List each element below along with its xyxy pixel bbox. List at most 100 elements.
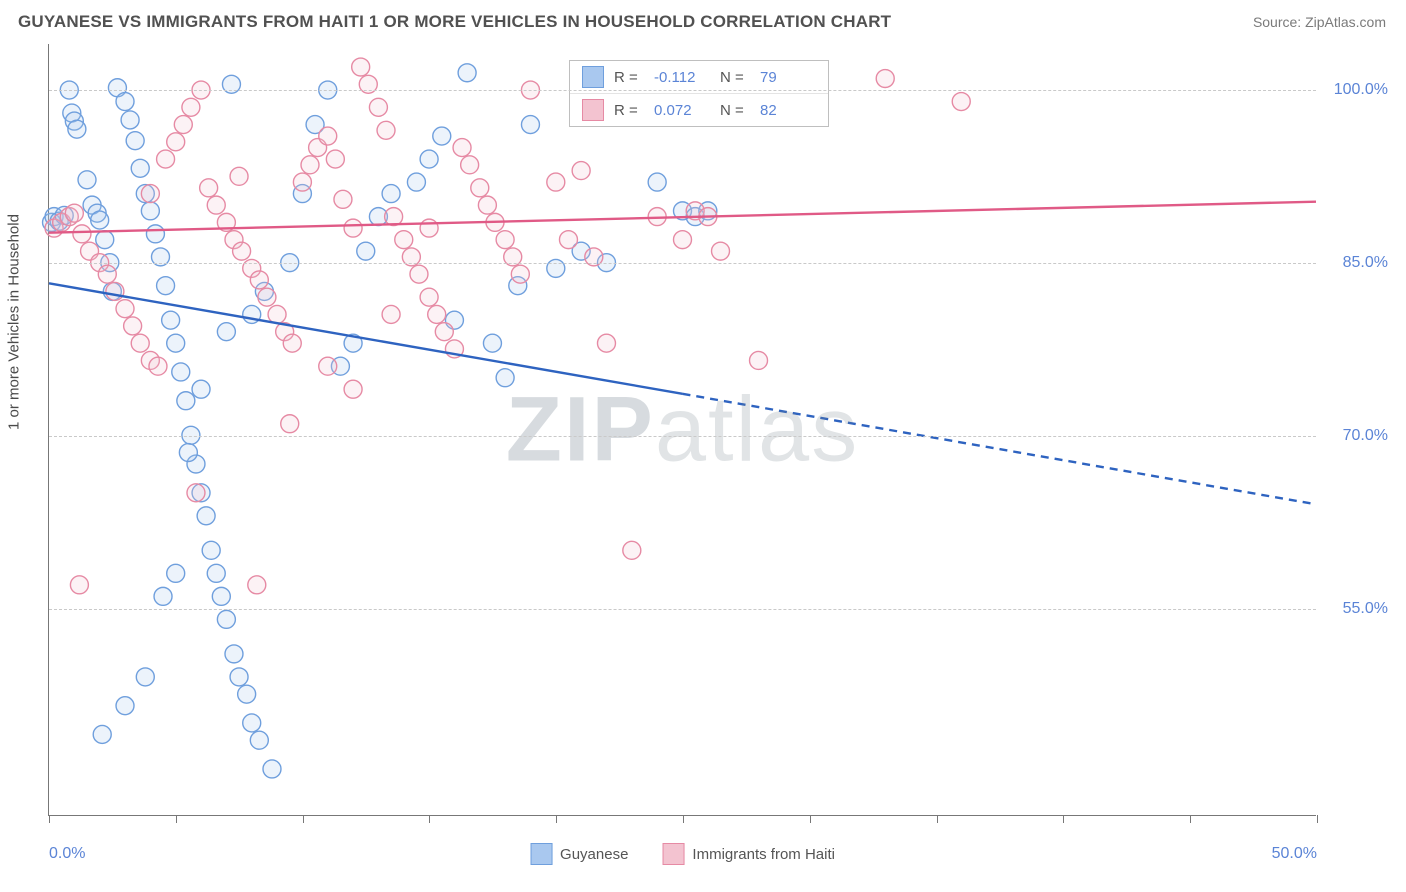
scatter-point — [326, 150, 344, 168]
scatter-point — [116, 697, 134, 715]
y-tick-label: 70.0% — [1343, 427, 1388, 445]
scatter-point — [597, 334, 615, 352]
swatch-haiti — [582, 99, 604, 121]
x-tick — [1317, 815, 1318, 823]
scatter-point — [70, 576, 88, 594]
scatter-point — [420, 288, 438, 306]
scatter-point — [319, 357, 337, 375]
scatter-point — [93, 725, 111, 743]
scatter-point — [471, 179, 489, 197]
source-attribution: Source: ZipAtlas.com — [1253, 14, 1386, 30]
scatter-point — [301, 156, 319, 174]
scatter-point — [382, 185, 400, 203]
scatter-point — [283, 334, 301, 352]
y-tick-label: 85.0% — [1343, 254, 1388, 272]
scatter-point — [217, 610, 235, 628]
n-value-guyanese: 79 — [760, 69, 816, 86]
scatter-point — [98, 265, 116, 283]
scatter-point — [230, 668, 248, 686]
scatter-point — [202, 541, 220, 559]
scatter-point — [212, 587, 230, 605]
scatter-point — [126, 132, 144, 150]
scatter-point — [952, 93, 970, 111]
x-tick — [303, 815, 304, 823]
scatter-point — [461, 156, 479, 174]
scatter-point — [420, 150, 438, 168]
scatter-point — [73, 225, 91, 243]
scatter-point — [68, 120, 86, 138]
scatter-point — [200, 179, 218, 197]
swatch-haiti-icon — [662, 843, 684, 865]
scatter-point — [225, 645, 243, 663]
scatter-point — [167, 334, 185, 352]
y-tick-label: 55.0% — [1343, 600, 1388, 618]
scatter-point — [395, 231, 413, 249]
scatter-point — [458, 64, 476, 82]
scatter-point — [230, 167, 248, 185]
scatter-point — [157, 277, 175, 295]
scatter-point — [511, 265, 529, 283]
x-tick — [556, 815, 557, 823]
scatter-point — [357, 242, 375, 260]
chart-svg — [49, 44, 1316, 815]
r-value-guyanese: -0.112 — [654, 69, 710, 86]
scatter-point — [344, 380, 362, 398]
scatter-point — [131, 159, 149, 177]
scatter-point — [623, 541, 641, 559]
legend-item-haiti: Immigrants from Haiti — [662, 843, 835, 865]
scatter-point — [177, 392, 195, 410]
scatter-point — [268, 305, 286, 323]
scatter-point — [648, 173, 666, 191]
scatter-point — [410, 265, 428, 283]
scatter-point — [116, 300, 134, 318]
gridline — [49, 436, 1316, 437]
scatter-point — [483, 334, 501, 352]
scatter-point — [182, 98, 200, 116]
scatter-point — [250, 731, 268, 749]
legend-item-guyanese: Guyanese — [530, 843, 628, 865]
legend-label-guyanese: Guyanese — [560, 846, 628, 863]
plot-area: ZIPatlas R = -0.112 N = 79 R = 0.072 N =… — [48, 44, 1316, 816]
scatter-point — [572, 162, 590, 180]
scatter-point — [559, 231, 577, 249]
scatter-point — [197, 507, 215, 525]
scatter-point — [146, 225, 164, 243]
scatter-point — [876, 70, 894, 88]
scatter-point — [453, 139, 471, 157]
scatter-point — [496, 369, 514, 387]
n-label: N = — [720, 69, 750, 86]
scatter-point — [385, 208, 403, 226]
scatter-point — [496, 231, 514, 249]
scatter-point — [433, 127, 451, 145]
scatter-point — [96, 231, 114, 249]
scatter-point — [420, 219, 438, 237]
x-tick — [810, 815, 811, 823]
scatter-point — [149, 357, 167, 375]
n-value-haiti: 82 — [760, 102, 816, 119]
scatter-point — [187, 484, 205, 502]
scatter-point — [207, 564, 225, 582]
chart-title: GUYANESE VS IMMIGRANTS FROM HAITI 1 OR M… — [18, 12, 891, 32]
x-tick — [1063, 815, 1064, 823]
scatter-point — [131, 334, 149, 352]
x-tick — [937, 815, 938, 823]
scatter-point — [250, 271, 268, 289]
swatch-guyanese-icon — [530, 843, 552, 865]
scatter-point — [435, 323, 453, 341]
x-tick — [49, 815, 50, 823]
scatter-point — [319, 127, 337, 145]
scatter-point — [521, 116, 539, 134]
scatter-point — [293, 173, 311, 191]
scatter-point — [382, 305, 400, 323]
gridline — [49, 609, 1316, 610]
scatter-point — [478, 196, 496, 214]
scatter-point — [243, 714, 261, 732]
scatter-point — [154, 587, 172, 605]
swatch-guyanese — [582, 66, 604, 88]
r-value-haiti: 0.072 — [654, 102, 710, 119]
scatter-point — [217, 323, 235, 341]
scatter-point — [116, 93, 134, 111]
scatter-point — [352, 58, 370, 76]
r-label: R = — [614, 102, 644, 119]
scatter-point — [334, 190, 352, 208]
